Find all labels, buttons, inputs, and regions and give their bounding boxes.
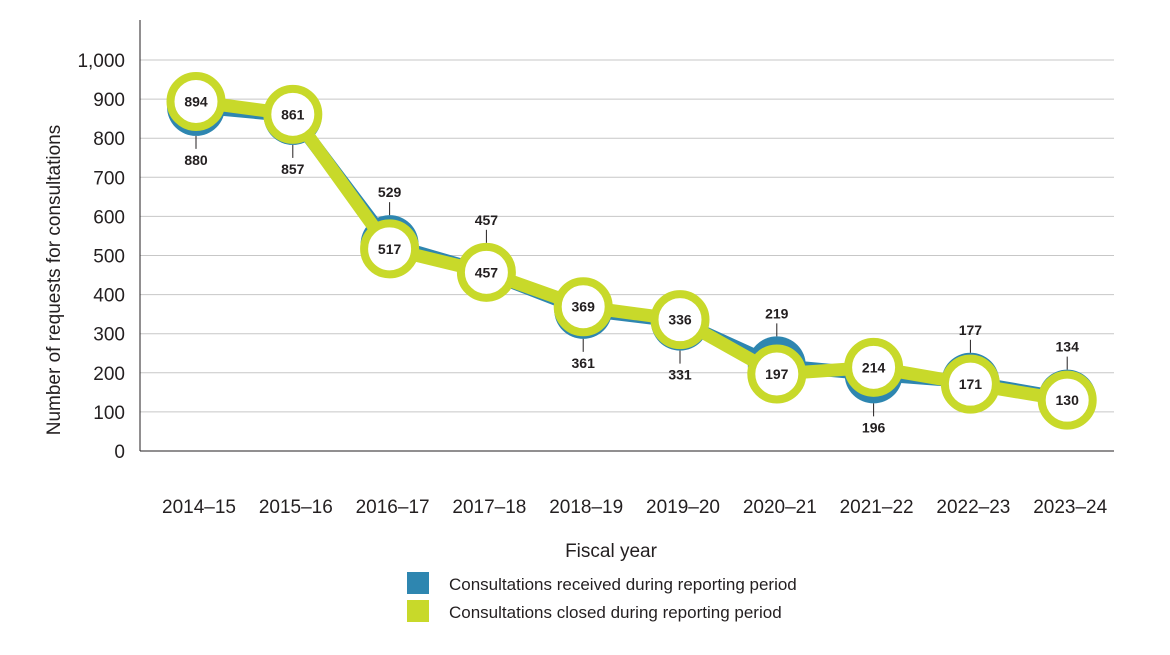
label-received: 880 — [184, 152, 208, 168]
label-received: 196 — [862, 419, 886, 435]
label-received: 331 — [668, 367, 692, 383]
y-tick-label: 800 — [93, 129, 125, 150]
label-closed: 214 — [862, 359, 886, 375]
y-tick-label: 400 — [93, 286, 125, 307]
label-received: 529 — [378, 184, 402, 200]
y-tick-label: 200 — [93, 364, 125, 385]
point-closed — [553, 277, 613, 337]
point-closed — [844, 337, 904, 397]
y-tick-label: 300 — [93, 325, 125, 346]
label-closed: 861 — [281, 106, 305, 122]
point-closed — [650, 290, 710, 350]
x-tick-label: 2020–21 — [743, 497, 817, 518]
leader-lines — [195, 135, 1068, 417]
y-axis-title: Number of requests for consultations — [44, 125, 65, 436]
label-received: 219 — [765, 305, 789, 321]
x-tick-label: 2015–16 — [259, 497, 333, 518]
point-closed — [263, 84, 323, 144]
point-closed — [747, 344, 807, 404]
x-tick-label: 2021–22 — [840, 497, 914, 518]
axes — [139, 20, 1114, 452]
x-tick-label: 2023–24 — [1033, 497, 1107, 518]
series-layer — [166, 71, 1097, 430]
series-line-closed — [189, 94, 1074, 407]
label-received: 857 — [281, 161, 305, 177]
y-tick-label: 700 — [93, 168, 125, 189]
point-closed — [456, 242, 516, 302]
point-closed — [166, 71, 226, 131]
label-closed: 894 — [184, 93, 208, 109]
legend-swatch-closed — [407, 600, 429, 622]
legend: Consultations received during reporting … — [407, 572, 797, 622]
label-received: 177 — [959, 322, 983, 338]
label-closed: 457 — [475, 264, 499, 280]
x-tick-label: 2022–23 — [936, 497, 1010, 518]
y-tick-label: 900 — [93, 90, 125, 111]
y-axis-ticks: 0 100 200 300 400 500 600 700 800 900 1,000 — [77, 51, 125, 463]
label-received: 457 — [475, 212, 499, 228]
x-axis-ticks: 2014–15 2015–16 2016–17 2017–18 2018–19 2019–… — [162, 497, 1108, 518]
point-closed — [360, 219, 420, 279]
label-closed: 171 — [959, 376, 983, 392]
x-tick-label: 2014–15 — [162, 497, 236, 518]
data-labels: 894 861 517 457 369 336 197 214 171 130 880 857 529 4… — [184, 93, 1079, 435]
y-tick-label: 0 — [114, 442, 125, 463]
point-closed — [940, 354, 1000, 414]
y-tick-label: 100 — [93, 403, 125, 424]
label-closed: 197 — [765, 366, 789, 382]
label-received: 361 — [572, 355, 596, 371]
label-closed: 369 — [572, 299, 596, 315]
y-tick-label: 600 — [93, 207, 125, 228]
label-closed: 336 — [668, 312, 692, 328]
legend-swatch-received — [407, 572, 429, 594]
label-received: 134 — [1056, 339, 1080, 355]
x-tick-label: 2017–18 — [452, 497, 526, 518]
y-tick-label: 500 — [93, 247, 125, 268]
label-closed: 130 — [1056, 392, 1080, 408]
x-tick-label: 2018–19 — [549, 497, 623, 518]
x-tick-label: 2016–17 — [356, 497, 430, 518]
point-closed — [1037, 370, 1097, 430]
legend-label-closed: Consultations closed during reporting pe… — [449, 603, 782, 622]
label-closed: 517 — [378, 241, 402, 257]
legend-label-received: Consultations received during reporting … — [449, 575, 797, 594]
x-axis-title: Fiscal year — [565, 541, 658, 562]
gridlines — [140, 59, 1114, 413]
y-tick-label: 1,000 — [77, 51, 125, 72]
x-tick-label: 2019–20 — [646, 497, 720, 518]
